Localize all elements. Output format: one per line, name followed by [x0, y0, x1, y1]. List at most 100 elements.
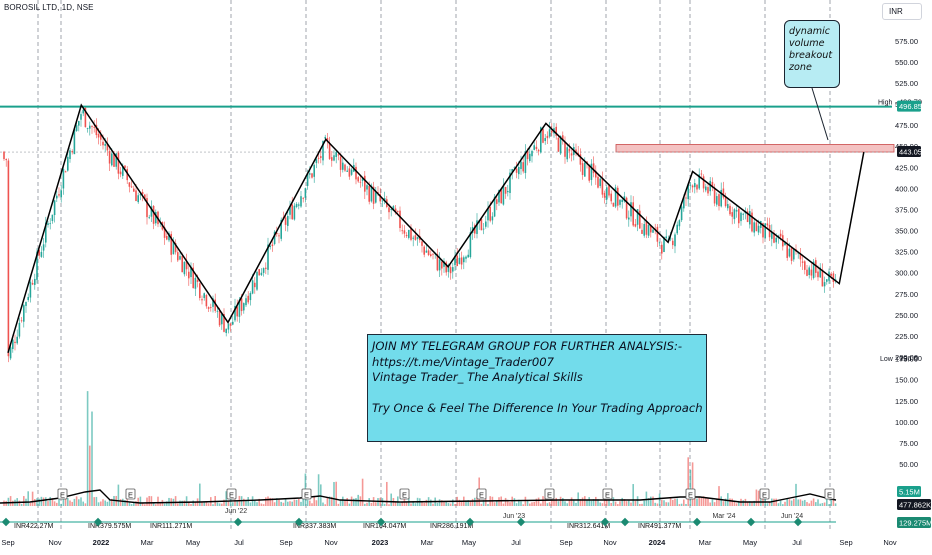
- high-label: High: [878, 100, 893, 107]
- candle-body: [779, 233, 782, 237]
- candle-body: [295, 203, 298, 207]
- turnover-tag: 129.275M: [899, 519, 932, 528]
- candle-body: [533, 145, 535, 150]
- candle-body: [346, 170, 348, 172]
- period-label: Mar '24: [712, 513, 735, 520]
- symbol-title[interactable]: BOROSIL LTD, 1D, NSE: [4, 3, 94, 12]
- volume-bar: [254, 500, 256, 506]
- candle-body: [36, 251, 38, 280]
- volume-bar: [722, 501, 725, 506]
- candle-body: [179, 256, 181, 260]
- candle-body: [617, 187, 619, 206]
- candle-body: [144, 194, 146, 200]
- volume-bar: [67, 498, 69, 506]
- candle-body: [676, 224, 678, 234]
- volume-bar: [683, 499, 685, 506]
- candle-body: [696, 184, 698, 190]
- candle-body: [388, 207, 390, 213]
- time-tick: Mar: [699, 538, 712, 547]
- candle-body: [3, 151, 5, 160]
- volume-bar: [139, 496, 142, 506]
- volume-bar: [421, 501, 423, 506]
- volume-bar: [493, 502, 496, 506]
- promo-line-1: JOIN MY TELEGRAM GROUP FOR FURTHER ANALY…: [372, 339, 683, 353]
- candle-body: [331, 157, 333, 161]
- candle-body: [663, 237, 665, 252]
- volume-bar: [735, 503, 738, 506]
- volume-bar: [133, 502, 135, 506]
- earnings-marker-label: E: [128, 491, 133, 500]
- volume-bar: [364, 503, 366, 506]
- zigzag-line: [7, 103, 865, 354]
- candle-body: [579, 154, 582, 165]
- candle-body: [421, 241, 423, 246]
- volume-bar: [705, 497, 707, 506]
- volume-ma: [0, 489, 837, 504]
- volume-bar: [691, 462, 694, 506]
- candle-body: [713, 187, 716, 204]
- candle-body: [764, 223, 766, 239]
- volume-bar: [75, 496, 78, 506]
- volume-bar: [773, 498, 775, 506]
- volume-bar: [632, 484, 634, 506]
- volume-bar: [194, 502, 197, 506]
- volume-bar: [225, 491, 227, 506]
- candle-body: [141, 191, 144, 195]
- volume-bar: [487, 504, 489, 506]
- candle-body: [95, 124, 98, 136]
- volume-bar: [245, 500, 247, 506]
- candle-body: [146, 198, 148, 218]
- candle-body: [496, 199, 498, 204]
- volume-bar: [337, 503, 340, 506]
- earnings-marker-label: E: [688, 491, 693, 500]
- volume-bar: [192, 500, 194, 506]
- volume-bar: [700, 497, 703, 506]
- volume-bar: [78, 499, 80, 506]
- time-tick: Jul: [511, 538, 521, 547]
- volume-bar: [306, 499, 309, 506]
- candle-body: [709, 180, 711, 192]
- volume-bar: [104, 500, 106, 506]
- time-tick: 2022: [93, 538, 110, 547]
- candle-body: [485, 221, 487, 227]
- earnings-marker-label: E: [479, 491, 484, 500]
- volume-bar: [498, 497, 500, 506]
- volume-bar: [777, 503, 780, 506]
- volume-bar: [375, 502, 377, 506]
- earnings-marker-label: E: [60, 491, 65, 500]
- volume-bar: [469, 500, 472, 506]
- volume-bar: [185, 496, 188, 506]
- volume-bar: [397, 496, 399, 506]
- volume-bar: [40, 496, 43, 506]
- promo-line-2[interactable]: https://t.me/Vintage_Trader007: [372, 354, 555, 369]
- zigzag-pattern: [7, 87, 865, 354]
- volume-bar: [799, 499, 802, 506]
- earnings-marker: [759, 488, 770, 500]
- candle-body: [238, 299, 241, 317]
- volume-bar: [23, 496, 25, 506]
- volume-bar: [221, 503, 223, 506]
- candle-body: [447, 264, 450, 272]
- volume-bar: [135, 501, 137, 506]
- volume-bar: [174, 496, 177, 506]
- volume-bar: [630, 502, 632, 506]
- currency-button[interactable]: INR: [882, 3, 922, 20]
- candle-body: [42, 244, 45, 251]
- volume-bar: [614, 501, 617, 506]
- earnings-marker-label: E: [827, 491, 832, 500]
- candle-body: [665, 236, 667, 238]
- volume-bar: [425, 499, 428, 506]
- volume-bar: [91, 411, 93, 506]
- candle-body: [408, 229, 410, 238]
- volume-bar: [414, 503, 417, 506]
- candle-body: [575, 149, 577, 153]
- candle-body: [304, 188, 307, 198]
- volume-bar: [672, 499, 674, 506]
- candle-body: [608, 185, 610, 196]
- volume-bar: [438, 499, 441, 506]
- candle-body: [287, 216, 289, 226]
- candle-body: [702, 176, 705, 189]
- candle-body: [746, 211, 749, 223]
- candle-body: [645, 221, 648, 235]
- volume-bar: [775, 498, 777, 506]
